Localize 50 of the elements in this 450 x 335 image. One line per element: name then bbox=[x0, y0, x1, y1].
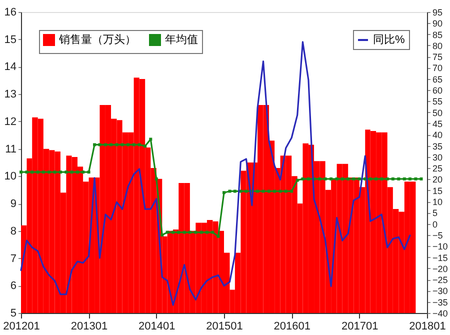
y2-tick-label: 60 bbox=[432, 86, 443, 96]
x-tick-label: 201201 bbox=[3, 320, 40, 332]
y2-tick-label: 90 bbox=[432, 18, 443, 29]
y2-tick-label: −20 bbox=[432, 264, 448, 274]
y2-tick-label: 65 bbox=[432, 74, 443, 84]
y-tick-label: 13 bbox=[4, 88, 16, 101]
y2-tick-label: 5 bbox=[432, 208, 438, 218]
legend-label: 年均值 bbox=[165, 34, 198, 46]
y-tick-label: 10 bbox=[4, 170, 16, 183]
y2-tick-label: 30 bbox=[432, 152, 443, 162]
x-tick-label: 201801 bbox=[409, 320, 446, 332]
y2-tick-label: −40 bbox=[432, 308, 448, 318]
y-tick-label: 5 bbox=[10, 308, 16, 320]
y2-tick-label: 35 bbox=[432, 141, 443, 152]
x-tick-label: 201701 bbox=[342, 320, 378, 332]
x-tick-label: 201401 bbox=[138, 320, 176, 332]
y2-tick-label: 15 bbox=[432, 186, 443, 196]
legend-label: 销售量（万头） bbox=[58, 33, 136, 46]
y-tick-label: 7 bbox=[10, 252, 16, 265]
y2-tick-label: 70 bbox=[432, 63, 443, 74]
y-tick-label: 9 bbox=[10, 198, 16, 210]
y-tick-label: 8 bbox=[10, 225, 16, 238]
x-tick-label: 201601 bbox=[274, 320, 310, 332]
y-tick-label: 11 bbox=[5, 143, 16, 156]
y-tick-label: 6 bbox=[10, 280, 16, 292]
y2-tick-label: 75 bbox=[432, 52, 443, 62]
y2-tick-label: −35 bbox=[432, 297, 448, 308]
y-tick-label: 14 bbox=[4, 61, 16, 74]
legend-label: 同比% bbox=[373, 33, 405, 46]
y2-tick-label: −5 bbox=[432, 230, 443, 240]
y2-tick-label: 10 bbox=[432, 197, 443, 208]
y2-tick-label: 80 bbox=[432, 40, 443, 51]
y-tick-label: 12 bbox=[4, 116, 16, 128]
y-tick-label: 16 bbox=[4, 6, 16, 18]
y2-tick-label: −25 bbox=[432, 275, 448, 286]
y2-tick-label: −15 bbox=[432, 252, 448, 263]
y2-tick-label: 25 bbox=[432, 164, 443, 174]
y2-tick-label: 95 bbox=[432, 8, 443, 18]
y2-tick-label: 20 bbox=[432, 174, 443, 185]
y2-tick-label: −30 bbox=[432, 286, 448, 296]
x-tick-label: 201501 bbox=[206, 320, 243, 332]
y2-tick-label: 50 bbox=[432, 108, 443, 118]
y2-tick-label: 55 bbox=[432, 96, 443, 107]
x-tick-label: 201301 bbox=[70, 320, 108, 332]
y2-tick-label: 85 bbox=[432, 30, 443, 40]
y2-tick-label: −10 bbox=[432, 242, 448, 252]
y2-tick-label: 45 bbox=[432, 118, 443, 129]
y2-tick-label: 40 bbox=[432, 130, 443, 140]
y-tick-label: 15 bbox=[4, 34, 16, 46]
y2-tick-label: 0 bbox=[432, 219, 438, 230]
